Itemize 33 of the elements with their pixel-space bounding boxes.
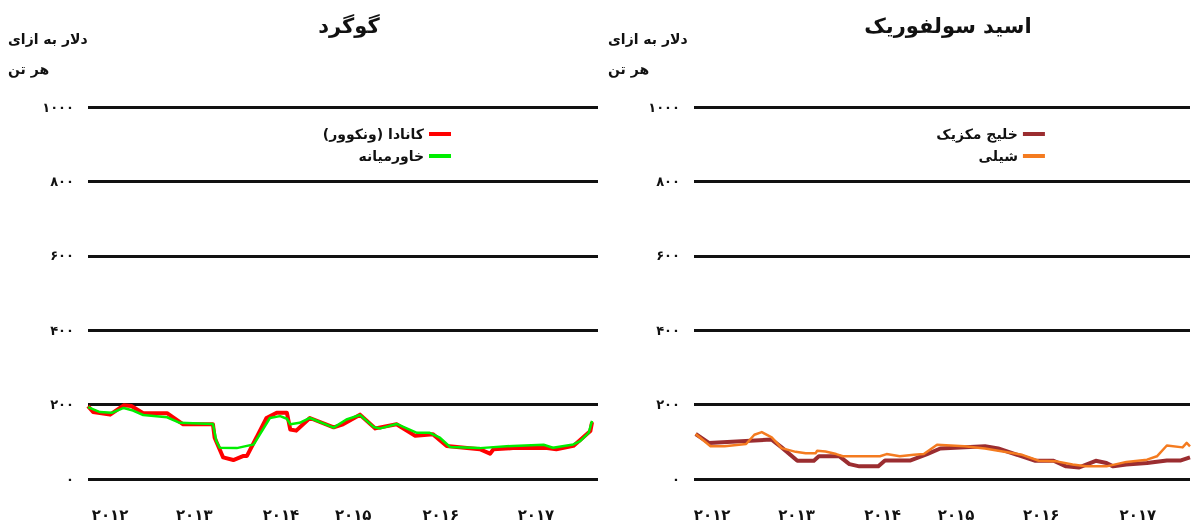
y-tick-label: ۱۰۰۰ [648, 99, 680, 115]
y-tick-label: ۴۰۰ [656, 322, 680, 338]
y-tick-label: ۶۰۰ [50, 248, 74, 264]
y-tick-label: ۴۰۰ [50, 322, 74, 338]
x-tick-label: ۲۰۱۶ [422, 505, 460, 524]
y-tick-label: ۰ [66, 471, 74, 487]
line-series [86, 405, 594, 450]
x-tick-label: ۲۰۱۲ [693, 505, 731, 524]
chart-title: اسید سولفوریک [864, 13, 1032, 38]
legend-label: کانادا (ونکوور) [322, 126, 425, 143]
legend-label: خاورمیانه [358, 148, 424, 165]
x-tick-label: ۲۰۱۵ [334, 505, 372, 524]
x-tick-label: ۲۰۱۶ [1022, 505, 1060, 524]
x-tick-label: ۲۰۱۷ [1119, 505, 1157, 524]
legend-label: شیلی [978, 148, 1018, 164]
y-axis-title: دلار به ازای هر تن [8, 31, 88, 78]
x-tick-label: ۲۰۱۲ [91, 505, 129, 524]
y-tick-label: ۶۰۰ [656, 248, 680, 264]
x-tick-label: ۲۰۱۴ [864, 505, 901, 524]
y-tick-label: ۲۰۰ [50, 397, 74, 413]
legend-label: خلیج مکزیک [936, 126, 1018, 143]
y-tick-label: ۸۰۰ [656, 173, 680, 189]
y-tick-label: ۱۰۰۰ [42, 99, 74, 115]
chart-title: گوگرد [318, 12, 381, 38]
y-tick-label: ۰ [672, 471, 680, 487]
x-tick-label: ۲۰۱۵ [937, 505, 975, 524]
y-tick-label: ۸۰۰ [50, 173, 74, 189]
x-tick-label: ۲۰۱۴ [262, 505, 300, 524]
x-tick-label: ۲۰۱۳ [778, 505, 815, 524]
x-tick-label: ۲۰۱۷ [517, 505, 555, 524]
y-axis-title: دلار به ازای هر تن [608, 31, 688, 78]
y-tick-label: ۲۰۰ [656, 397, 680, 413]
x-tick-label: ۲۰۱۳ [175, 505, 213, 524]
